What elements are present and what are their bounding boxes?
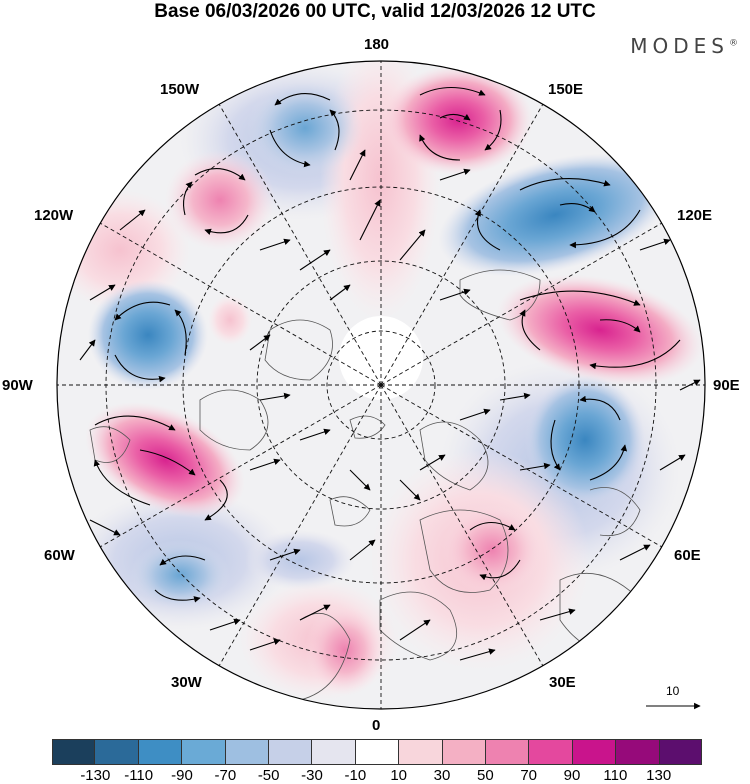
legend-tick-label: -50 <box>257 767 280 784</box>
legend-tick-label: 90 <box>563 767 581 784</box>
legend-tick-label: 30 <box>433 767 451 784</box>
lon-label-90e: 90E <box>713 377 740 394</box>
legend-tick-label: 10 <box>390 767 407 784</box>
polar-cap <box>339 316 423 400</box>
legend-tick-label: -30 <box>301 767 323 784</box>
trough-70e <box>525 375 645 505</box>
reference-vector-label: 10 <box>666 684 680 698</box>
modes-logo: MODES® <box>630 34 738 58</box>
registered-mark: ® <box>729 38 738 49</box>
ridge-135w <box>165 150 275 250</box>
legend-tick-label: 130 <box>646 767 672 784</box>
lon-label-150w: 150W <box>160 81 200 98</box>
legend-swatch <box>529 739 573 765</box>
legend-tick-label: 70 <box>520 767 537 784</box>
lon-label-60e: 60E <box>674 547 701 564</box>
legend-swatch <box>225 739 270 765</box>
legend-swatch <box>269 739 313 765</box>
legend-swatch <box>355 739 400 765</box>
trough-100w <box>88 280 208 390</box>
legend-swatch <box>399 739 443 765</box>
legend-swatch <box>52 739 96 765</box>
meridians <box>57 61 705 709</box>
ridge-100e <box>496 274 704 386</box>
map-title: Base 06/03/2026 00 UTC, valid 12/03/2026… <box>154 1 596 22</box>
legend-tick-label: -10 <box>344 767 367 784</box>
legend-swatch <box>616 739 660 765</box>
trough-50w <box>130 540 230 610</box>
legend-swatch <box>138 739 183 765</box>
lon-label-120e: 120E <box>677 207 713 224</box>
ridge-40e <box>442 505 542 595</box>
legend-swatch <box>572 739 617 765</box>
map-boundary <box>56 60 706 710</box>
color-legend <box>52 739 703 765</box>
legend-tick-label: 50 <box>476 767 494 784</box>
legend-tick-label: 110 <box>603 767 628 784</box>
lon-label-60w: 60W <box>44 547 75 564</box>
polar-map <box>56 60 706 710</box>
legend-swatch <box>486 739 530 765</box>
legend-tick-label: -110 <box>124 767 154 784</box>
legend-swatch <box>182 739 226 765</box>
ridge-70w <box>85 402 245 518</box>
legend-tick-label: -130 <box>80 767 111 784</box>
legend-swatch <box>659 739 703 765</box>
legend-swatch <box>442 739 487 765</box>
lon-label-90w: 90W <box>2 377 33 394</box>
legend-swatch <box>95 739 139 765</box>
wind-vectors <box>79 87 701 681</box>
lon-label-30w: 30W <box>171 674 202 691</box>
legend-tick-label: -70 <box>214 767 237 784</box>
brand-text: MODES <box>630 34 729 58</box>
ridge-150e <box>383 65 533 175</box>
legend-tick-label: -90 <box>171 767 193 784</box>
lon-label-0: 0 <box>372 717 381 734</box>
lon-label-180: 180 <box>364 36 390 53</box>
lon-label-120w: 120W <box>34 207 74 224</box>
lon-label-150e: 150E <box>548 81 584 98</box>
trough-165w <box>247 80 363 176</box>
lon-label-30e: 30E <box>549 674 576 691</box>
legend-swatch <box>312 739 356 765</box>
